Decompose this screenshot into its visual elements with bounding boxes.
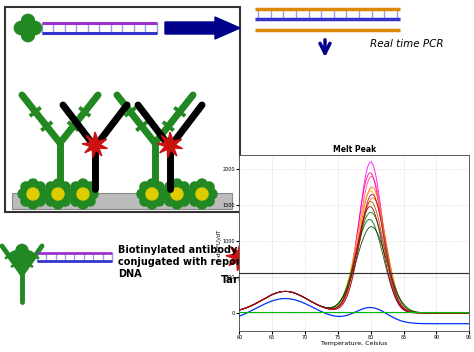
- Circle shape: [190, 182, 200, 192]
- Circle shape: [412, 248, 434, 270]
- Circle shape: [16, 258, 28, 270]
- Text: Real time PCR: Real time PCR: [370, 39, 444, 49]
- Circle shape: [197, 179, 207, 189]
- Circle shape: [21, 29, 35, 42]
- Circle shape: [154, 196, 164, 206]
- Circle shape: [53, 199, 63, 209]
- Circle shape: [9, 251, 21, 263]
- Circle shape: [23, 251, 35, 263]
- Circle shape: [46, 196, 56, 206]
- Circle shape: [53, 179, 63, 189]
- Circle shape: [157, 189, 167, 199]
- Circle shape: [46, 182, 56, 192]
- Circle shape: [137, 189, 147, 199]
- Title: Melt Peak: Melt Peak: [333, 145, 376, 154]
- Circle shape: [63, 189, 73, 199]
- Circle shape: [165, 182, 175, 192]
- Circle shape: [196, 188, 208, 200]
- Circle shape: [171, 188, 183, 200]
- Circle shape: [162, 189, 172, 199]
- Circle shape: [204, 196, 214, 206]
- Circle shape: [68, 189, 78, 199]
- Bar: [12, 193, 232, 209]
- Circle shape: [14, 21, 27, 34]
- Circle shape: [24, 24, 32, 32]
- Circle shape: [18, 253, 26, 260]
- Text: Target: Target: [221, 275, 259, 285]
- Text: Streptavidin: Streptavidin: [401, 284, 469, 294]
- Circle shape: [71, 182, 81, 192]
- Circle shape: [179, 196, 189, 206]
- Circle shape: [88, 189, 98, 199]
- Text: Biotinylated antibody
conjugated with reporter
DNA: Biotinylated antibody conjugated with re…: [118, 245, 257, 278]
- Circle shape: [28, 179, 38, 189]
- Circle shape: [28, 199, 38, 209]
- Circle shape: [146, 188, 158, 200]
- Circle shape: [85, 196, 95, 206]
- Circle shape: [428, 252, 442, 266]
- Bar: [5, 7, 240, 212]
- Circle shape: [27, 188, 39, 200]
- Circle shape: [60, 182, 70, 192]
- Circle shape: [16, 244, 28, 256]
- Circle shape: [147, 199, 157, 209]
- X-axis label: Temperature, Celsius: Temperature, Celsius: [321, 341, 388, 346]
- Circle shape: [172, 199, 182, 209]
- Circle shape: [28, 21, 42, 34]
- Polygon shape: [157, 132, 182, 158]
- Circle shape: [140, 196, 150, 206]
- Polygon shape: [226, 243, 254, 271]
- Circle shape: [85, 182, 95, 192]
- Circle shape: [78, 179, 88, 189]
- Y-axis label: -d(RFU)/dT: -d(RFU)/dT: [216, 229, 221, 257]
- Circle shape: [204, 182, 214, 192]
- Circle shape: [43, 189, 53, 199]
- Circle shape: [60, 196, 70, 206]
- Circle shape: [190, 196, 200, 206]
- Circle shape: [140, 182, 150, 192]
- Circle shape: [154, 182, 164, 192]
- Circle shape: [78, 199, 88, 209]
- Circle shape: [187, 189, 197, 199]
- Circle shape: [147, 179, 157, 189]
- Circle shape: [172, 179, 182, 189]
- Circle shape: [179, 182, 189, 192]
- Circle shape: [182, 189, 192, 199]
- Circle shape: [77, 188, 89, 200]
- Circle shape: [35, 182, 45, 192]
- Circle shape: [38, 189, 48, 199]
- Circle shape: [436, 248, 458, 270]
- Circle shape: [424, 260, 446, 282]
- Polygon shape: [165, 17, 240, 39]
- Circle shape: [21, 182, 31, 192]
- Circle shape: [71, 196, 81, 206]
- Circle shape: [18, 189, 28, 199]
- Circle shape: [35, 196, 45, 206]
- Text: IgY: IgY: [326, 292, 345, 302]
- Circle shape: [21, 14, 35, 27]
- Circle shape: [197, 199, 207, 209]
- Circle shape: [52, 188, 64, 200]
- Polygon shape: [82, 132, 108, 158]
- Circle shape: [165, 196, 175, 206]
- Circle shape: [207, 189, 217, 199]
- Circle shape: [21, 196, 31, 206]
- Circle shape: [424, 236, 446, 258]
